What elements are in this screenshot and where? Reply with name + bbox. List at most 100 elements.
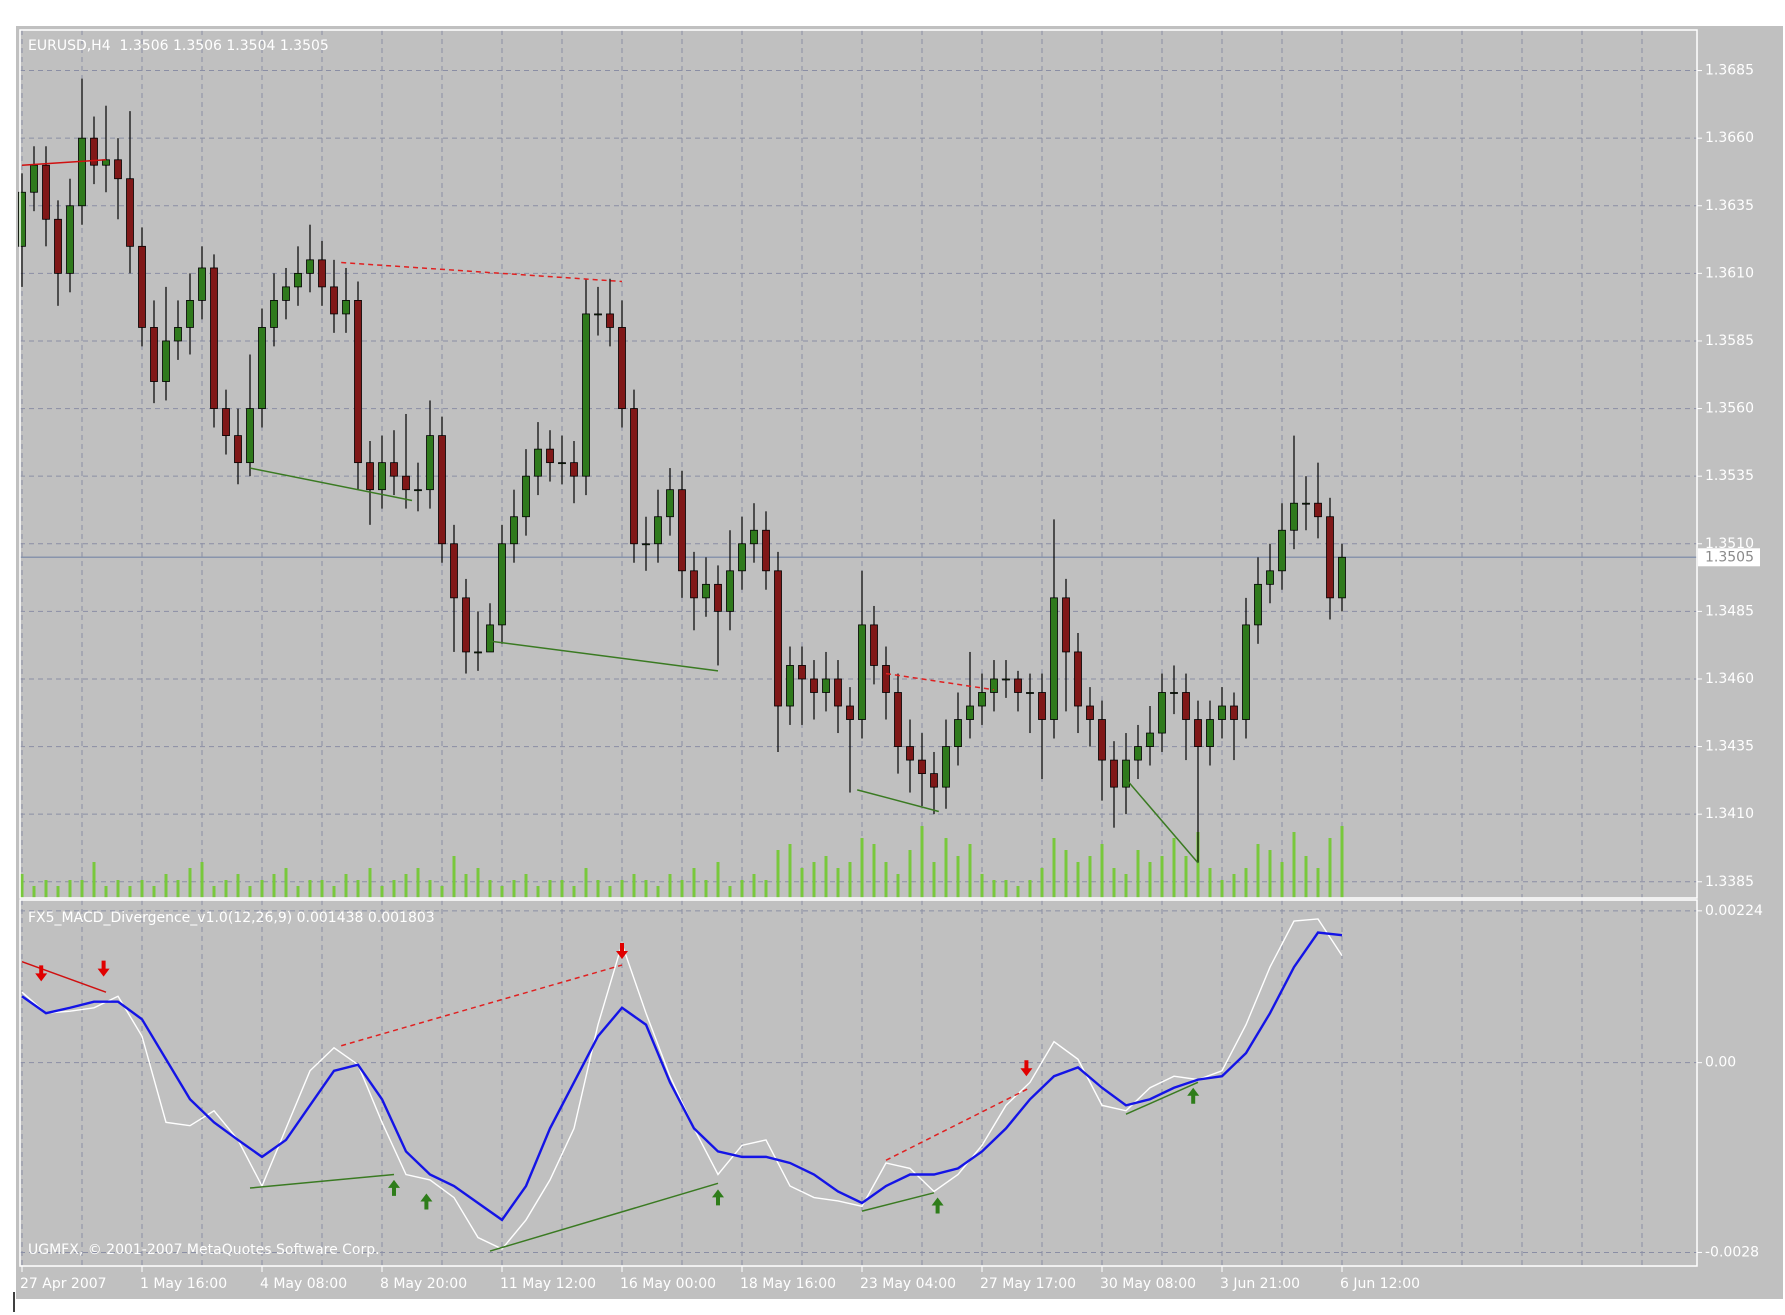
volume-bar	[128, 886, 132, 898]
volume-bar	[896, 874, 900, 898]
candle-body	[18, 191, 26, 247]
volume-bar	[500, 886, 504, 898]
y-tick-label: 1.3385	[1705, 874, 1754, 890]
volume-bar	[776, 850, 780, 898]
candle-body	[1230, 705, 1238, 720]
candle-body	[1098, 719, 1106, 761]
candle-body	[390, 462, 398, 477]
volume-bar	[764, 880, 768, 898]
candle-body	[78, 137, 86, 207]
x-tick-label: 6 Jun 12:00	[1340, 1276, 1420, 1292]
volume-bar	[584, 868, 588, 898]
candle-body	[1074, 651, 1082, 707]
candle-body	[498, 543, 506, 626]
candle-body	[246, 408, 254, 464]
x-tick-label: 30 May 08:00	[1100, 1276, 1196, 1292]
volume-bar	[644, 880, 648, 898]
candle-body	[558, 462, 566, 465]
volume-bar	[68, 880, 72, 898]
volume-bar	[152, 886, 156, 898]
candle-body	[702, 583, 710, 599]
candle-body	[438, 435, 446, 545]
volume-bar	[368, 868, 372, 898]
candle-body	[630, 408, 638, 545]
candle-body	[1194, 719, 1202, 747]
volume-bar	[356, 880, 360, 898]
candle-body	[1122, 759, 1130, 788]
volume-bar	[320, 880, 324, 898]
down-arrow	[1020, 1060, 1033, 1077]
last-price-label: 1.3505	[1705, 549, 1754, 565]
volume-bar	[1124, 874, 1128, 898]
candle-body	[114, 159, 122, 180]
volume-bar	[428, 880, 432, 898]
divergence-line	[861, 1192, 935, 1212]
candle-body	[762, 529, 770, 572]
candle-body	[846, 705, 854, 720]
candle-body	[306, 259, 314, 274]
volume-bar	[248, 886, 252, 898]
volume-bar	[272, 874, 276, 898]
divergence-line	[885, 672, 995, 691]
volume-bar	[344, 874, 348, 898]
volume-bar	[1052, 838, 1056, 898]
volume-bar	[1004, 880, 1008, 898]
volume-bar	[1160, 856, 1164, 898]
candle-body	[1050, 597, 1058, 720]
y-tick-label: 1.3585	[1705, 333, 1754, 349]
candle-body	[834, 678, 842, 707]
volume-bar	[1244, 868, 1248, 898]
candle-body	[930, 773, 938, 788]
volume-bar	[548, 880, 552, 898]
candle-body	[270, 300, 278, 328]
volume-bar	[704, 880, 708, 898]
volume-bar	[260, 880, 264, 898]
labels-layer: 1.33851.34101.34351.34601.34851.35101.35…	[20, 63, 1763, 1292]
candle-body	[1314, 502, 1322, 518]
candle-body	[318, 259, 326, 288]
candle-body	[990, 678, 998, 693]
candle-body	[1038, 692, 1046, 720]
volume-bar	[632, 874, 636, 898]
volume-bar	[236, 874, 240, 898]
candle-body	[870, 624, 878, 666]
volume-bar	[836, 868, 840, 898]
y-tick-label: 1.3410	[1705, 806, 1754, 822]
candle-body	[1302, 502, 1310, 505]
volume-bar	[968, 844, 972, 898]
volume-bar	[512, 880, 516, 898]
y-tick-label: 1.3685	[1705, 63, 1754, 79]
last-price-box	[1698, 548, 1760, 567]
candle-body	[474, 651, 482, 654]
volume-bar	[464, 874, 468, 898]
volume-bar	[680, 880, 684, 898]
candle-body	[858, 624, 866, 720]
candle-body	[1062, 597, 1070, 653]
x-tick-label: 11 May 12:00	[500, 1276, 596, 1292]
down-arrow	[35, 965, 48, 982]
y-tick-label: 1.3635	[1705, 198, 1754, 214]
up-arrow	[420, 1193, 433, 1210]
candle-body	[1182, 692, 1190, 720]
volume-bar	[692, 868, 696, 898]
candle-body	[1110, 759, 1118, 788]
y-tick-label: 1.3535	[1705, 468, 1754, 484]
volume-bar	[956, 856, 960, 898]
volume-bar	[980, 874, 984, 898]
volume-bar	[872, 844, 876, 898]
volume-bar	[536, 886, 540, 898]
candle-body	[462, 597, 470, 653]
candle-body	[798, 665, 806, 680]
x-tick-label: 1 May 16:00	[140, 1276, 227, 1292]
candle-body	[642, 543, 650, 546]
indicator-line	[21, 931, 1343, 1222]
volume-bar	[524, 874, 528, 898]
volume-bar	[176, 880, 180, 898]
candle-body	[294, 272, 302, 288]
volume-bar	[188, 868, 192, 898]
divergence-line	[340, 964, 623, 1047]
candle-body	[150, 327, 158, 382]
up-arrow	[388, 1179, 400, 1196]
candle-body	[678, 489, 686, 572]
volume-bar	[788, 844, 792, 898]
